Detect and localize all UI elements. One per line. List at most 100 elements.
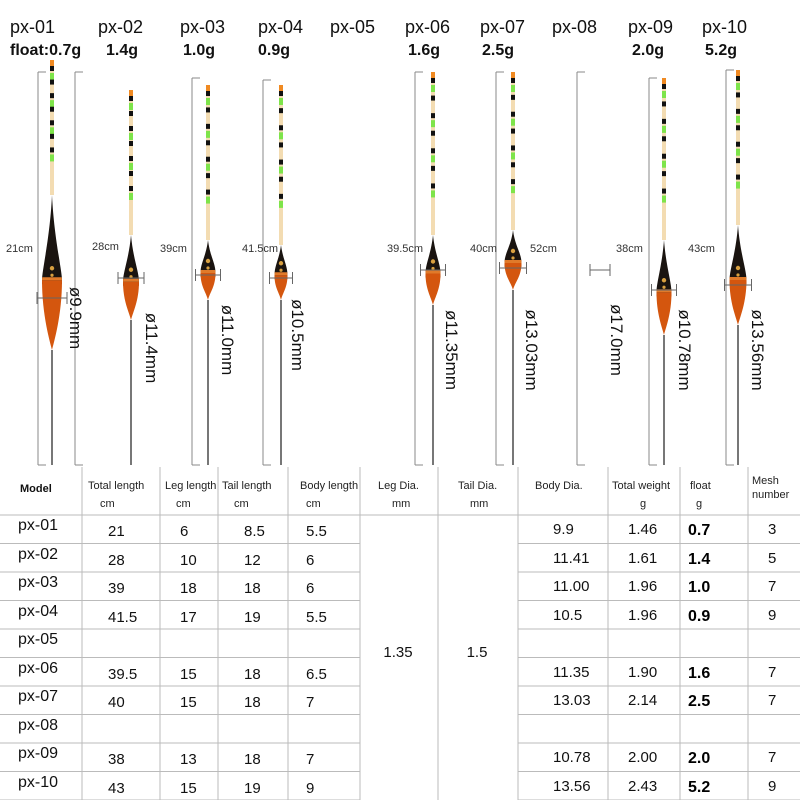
cell-body-dia: 13.03 xyxy=(553,692,591,709)
cell-mesh: 9 xyxy=(768,777,777,795)
float-tip xyxy=(129,90,133,235)
body-dot xyxy=(661,278,667,283)
tip-band-green xyxy=(736,148,740,156)
tip-band-green xyxy=(206,196,210,204)
tip-band-black xyxy=(129,171,133,176)
float-model-label: px-03 xyxy=(180,17,226,37)
body-dot xyxy=(279,268,283,272)
tip-band-black xyxy=(736,158,740,164)
tip-cap xyxy=(736,70,740,76)
tip-band-black xyxy=(206,156,210,162)
tip-band-black xyxy=(662,84,666,89)
tip-cap xyxy=(662,78,666,84)
tip-band-black xyxy=(431,183,435,189)
cell-total-weight: 1.90 xyxy=(628,663,658,681)
body-stripe xyxy=(274,272,288,276)
tip-band-green xyxy=(50,100,54,108)
body-dot xyxy=(205,258,211,264)
float-model-label: px-01 xyxy=(10,17,56,37)
cell-mesh: 7 xyxy=(768,578,777,595)
tip-band-green xyxy=(50,154,54,162)
cell-float: 2.0 xyxy=(688,750,711,767)
body-stripe xyxy=(425,270,441,274)
tip-band-black xyxy=(279,91,283,96)
cell-body-dia: 11.35 xyxy=(553,663,590,681)
float-px-02: 28cm ø11.4mm xyxy=(92,90,161,465)
length-label: 43cm xyxy=(688,243,715,255)
float-model-label: px-08 xyxy=(552,17,598,37)
cell-mesh: 3 xyxy=(768,521,777,538)
cell-total-weight: 1.61 xyxy=(628,549,658,567)
tip-band-black xyxy=(129,111,133,116)
tip-band-black xyxy=(736,76,740,81)
cell-float: 1.6 xyxy=(688,664,711,682)
tip-cap xyxy=(129,90,133,96)
float-model-label: px-07 xyxy=(480,17,526,37)
tip-band-black xyxy=(662,153,666,159)
row-model: px-04 xyxy=(18,602,59,620)
cell-body-length: 6 xyxy=(306,551,315,569)
tip-band-green xyxy=(279,98,283,105)
cell-tail-length: 18 xyxy=(244,751,261,768)
cell-float: 1.0 xyxy=(688,579,711,596)
tip-band-green xyxy=(129,133,133,140)
float-model-label: px-02 xyxy=(98,17,144,37)
cell-body-dia: 9.9 xyxy=(553,521,574,538)
body-stripe xyxy=(123,278,139,282)
header-tail-dia: Tail Dia. xyxy=(458,480,498,492)
tip-band-green xyxy=(662,125,666,133)
header-float-unit: g xyxy=(696,498,703,510)
body-orange xyxy=(504,263,522,290)
cell-tail-length: 18 xyxy=(244,694,261,711)
float-diagram: 21cm ø9.9mm 28cm ø11.4mm 39cm ø11.0mm 41.5cm ø1… xyxy=(6,60,767,466)
cell-leg-length: 15 xyxy=(180,779,197,797)
float-weight-label: 2.0g xyxy=(632,42,665,59)
cell-leg-length: 18 xyxy=(180,580,197,597)
cell-mesh: 5 xyxy=(768,549,777,567)
cell-total-length: 38 xyxy=(108,751,125,768)
tip-band-black xyxy=(50,147,54,153)
cell-total-length: 40 xyxy=(108,694,125,711)
tip-band-black xyxy=(511,94,515,100)
diameter-label: ø11.35mm xyxy=(442,310,461,390)
cell-total-weight: 2.00 xyxy=(628,749,658,766)
float-model-label: px-06 xyxy=(405,17,451,37)
cell-float: 0.9 xyxy=(688,607,711,625)
cell-body-length: 6.5 xyxy=(306,665,327,683)
diameter-label: ø10.5mm xyxy=(288,299,307,371)
body-dot xyxy=(206,266,210,270)
float-weight-label: float:0.7g xyxy=(10,42,82,59)
tip-band-black xyxy=(279,176,283,182)
length-label: 41.5cm xyxy=(242,243,278,255)
cell-total-length: 39.5 xyxy=(108,665,138,683)
cell-tail-length: 12 xyxy=(244,551,261,569)
diameter-label: ø17.0mm xyxy=(607,304,626,376)
float-px-01: 21cm ø9.9mm xyxy=(6,60,85,466)
float-weight-label: 2.5g xyxy=(482,42,515,59)
tip-band-green xyxy=(511,85,515,92)
tip-band-black xyxy=(431,130,435,136)
cell-mesh: 7 xyxy=(768,749,777,766)
float-tip xyxy=(206,85,210,240)
body-dot xyxy=(278,261,284,266)
length-label: 39.5cm xyxy=(387,243,423,255)
tip-band-black xyxy=(662,171,666,177)
tip-band-green xyxy=(511,152,515,160)
float-body xyxy=(200,240,216,300)
body-dot xyxy=(50,273,54,277)
tip-band-black xyxy=(50,120,54,126)
tip-band-black xyxy=(206,189,210,195)
tip-band-black xyxy=(50,106,54,112)
cell-total-weight: 2.14 xyxy=(628,692,658,709)
tip-band-black xyxy=(206,107,210,113)
body-stripe xyxy=(42,277,62,281)
cell-total-length: 39 xyxy=(108,580,125,597)
tip-band-black xyxy=(129,96,133,101)
header-leg-dia: Leg Dia. xyxy=(378,480,419,492)
header-total-weight-unit: g xyxy=(640,498,647,510)
header-model: Model xyxy=(20,483,52,495)
tip-band-black xyxy=(129,141,133,146)
cell-body-dia: 10.5 xyxy=(553,606,583,624)
table-grid xyxy=(0,467,800,800)
float-tip xyxy=(662,78,666,240)
